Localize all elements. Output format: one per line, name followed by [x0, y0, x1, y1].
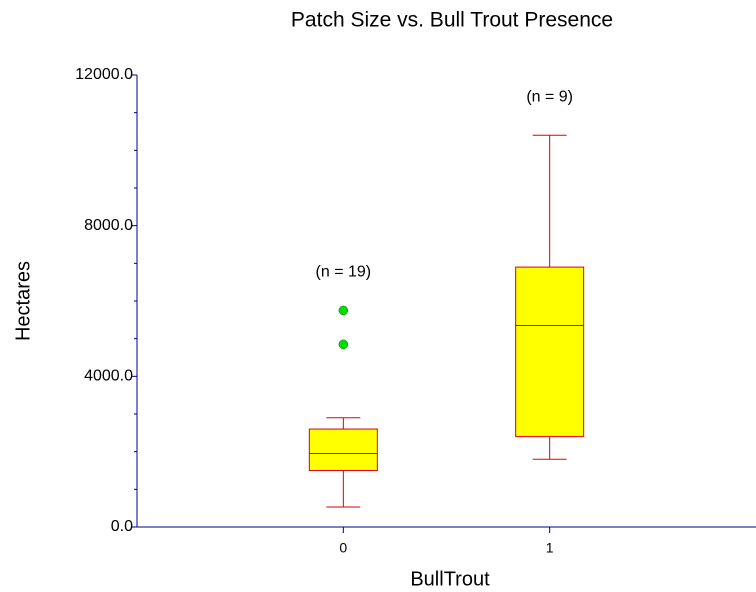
y-tick-label: 12000.0 [75, 66, 133, 83]
y-tick-label: 4000.0 [84, 368, 133, 385]
annotation: (n = 19) [316, 264, 372, 281]
x-axis-label: BullTrout [410, 568, 490, 590]
box [308, 428, 378, 472]
y-tick-label: 0.0 [111, 518, 133, 535]
y-axis-label: Hectares [12, 261, 34, 341]
box [515, 266, 585, 438]
annotation: (n = 9) [526, 88, 573, 105]
y-tick-label: 8000.0 [84, 217, 133, 234]
x-tick-label: 0 [339, 540, 347, 556]
outlier [338, 339, 349, 350]
outlier [338, 305, 349, 316]
chart-title: Patch Size vs. Bull Trout Presence [291, 9, 613, 32]
x-tick-label: 1 [546, 540, 554, 556]
